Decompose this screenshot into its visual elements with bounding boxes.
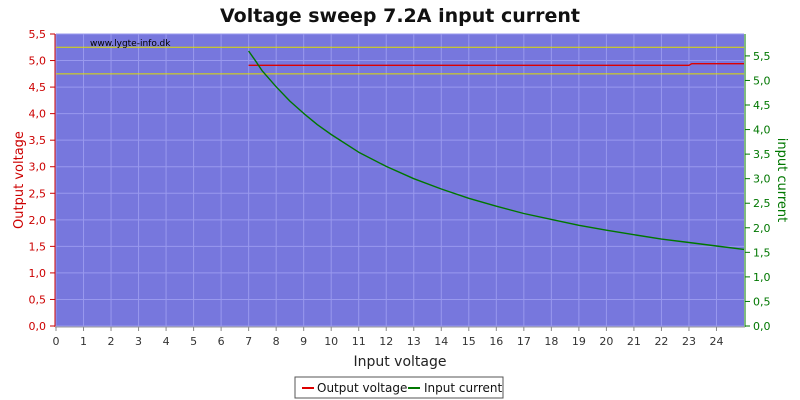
right-tick-label: 2,0 bbox=[753, 222, 771, 235]
series-line-input-current bbox=[248, 50, 745, 251]
x-tick-label: 7 bbox=[245, 335, 252, 348]
right-tick-label: 4,5 bbox=[753, 99, 771, 112]
reference-lines bbox=[56, 46, 744, 75]
right-tick-label: 2,5 bbox=[753, 197, 771, 210]
series-layer bbox=[248, 50, 745, 251]
left-axis-ticks: 0,0 0,5 1,0 1,5 2,0 2,5 3,0 3,5 4,0 4,5 5,0 5,5 bbox=[29, 28, 55, 333]
x-tick-label: 19 bbox=[572, 335, 586, 348]
x-tick-label: 1 bbox=[80, 335, 87, 348]
legend: Output voltage Input current bbox=[294, 376, 504, 399]
left-tick-label: 5,5 bbox=[29, 28, 47, 41]
x-tick-label: 22 bbox=[654, 335, 668, 348]
x-tick-label: 6 bbox=[218, 335, 225, 348]
right-axis-label: input current bbox=[774, 138, 789, 222]
x-tick-label: 17 bbox=[517, 335, 531, 348]
right-tick-label: 3,5 bbox=[753, 148, 771, 161]
chart-title: Voltage sweep 7.2A input current bbox=[220, 5, 580, 27]
x-tick-label: 16 bbox=[489, 335, 503, 348]
x-tick-label: 18 bbox=[544, 335, 558, 348]
x-axis-ticks: 0 1 2 3 4 5 6 7 8 9 10 11 12 13 14 15 16 17 18 19 20 21 22 23 24 bbox=[53, 327, 723, 348]
x-tick-label: 0 bbox=[53, 335, 60, 348]
x-tick-label: 11 bbox=[352, 335, 366, 348]
left-tick-label: 1,5 bbox=[29, 240, 47, 253]
x-tick-label: 21 bbox=[627, 335, 641, 348]
left-tick-label: 4,0 bbox=[29, 108, 47, 121]
left-tick-label: 0,0 bbox=[29, 320, 47, 333]
right-tick-label: 0,5 bbox=[753, 295, 771, 308]
x-tick-label: 13 bbox=[407, 335, 421, 348]
legend-label-input-current: Input current bbox=[424, 381, 502, 395]
left-tick-label: 3,0 bbox=[29, 161, 47, 174]
left-tick-label: 2,0 bbox=[29, 214, 47, 227]
left-tick-label: 2,5 bbox=[29, 187, 47, 200]
legend-label-output-voltage: Output voltage bbox=[317, 381, 407, 395]
left-tick-label: 0,5 bbox=[29, 293, 47, 306]
right-tick-label: 1,0 bbox=[753, 271, 771, 284]
right-tick-label: 3,0 bbox=[753, 173, 771, 186]
x-tick-label: 9 bbox=[300, 335, 307, 348]
x-tick-label: 10 bbox=[324, 335, 338, 348]
right-tick-label: 4,0 bbox=[753, 124, 771, 137]
x-tick-label: 20 bbox=[599, 335, 613, 348]
right-tick-label: 1,5 bbox=[753, 246, 771, 259]
x-tick-label: 24 bbox=[709, 335, 723, 348]
watermark: www.lygte-info.dk bbox=[90, 39, 171, 49]
right-tick-label: 5,5 bbox=[753, 50, 771, 63]
x-tick-label: 2 bbox=[108, 335, 115, 348]
left-tick-label: 5,0 bbox=[29, 55, 47, 68]
x-tick-label: 15 bbox=[462, 335, 476, 348]
right-tick-label: 5,0 bbox=[753, 74, 771, 87]
plot-area bbox=[56, 34, 744, 326]
x-tick-label: 23 bbox=[682, 335, 696, 348]
left-tick-label: 4,5 bbox=[29, 81, 47, 94]
grid-lines bbox=[55, 33, 744, 327]
x-axis-label: Input voltage bbox=[353, 354, 446, 370]
x-tick-label: 12 bbox=[379, 335, 393, 348]
right-tick-label: 0,0 bbox=[753, 320, 771, 333]
right-axis-ticks: 0,0 0,5 1,0 1,5 2,0 2,5 3,0 3,5 4,0 4,5 5,0 5,5 bbox=[745, 50, 771, 333]
left-tick-label: 3,5 bbox=[29, 134, 47, 147]
x-tick-label: 5 bbox=[190, 335, 197, 348]
x-tick-label: 14 bbox=[434, 335, 448, 348]
left-axis-label: Output voltage bbox=[12, 131, 27, 229]
legend-box bbox=[294, 376, 504, 399]
x-tick-label: 4 bbox=[163, 335, 170, 348]
x-tick-label: 3 bbox=[135, 335, 142, 348]
left-tick-label: 1,0 bbox=[29, 267, 47, 280]
x-tick-label: 8 bbox=[273, 335, 280, 348]
series-line-output-voltage bbox=[248, 63, 744, 67]
